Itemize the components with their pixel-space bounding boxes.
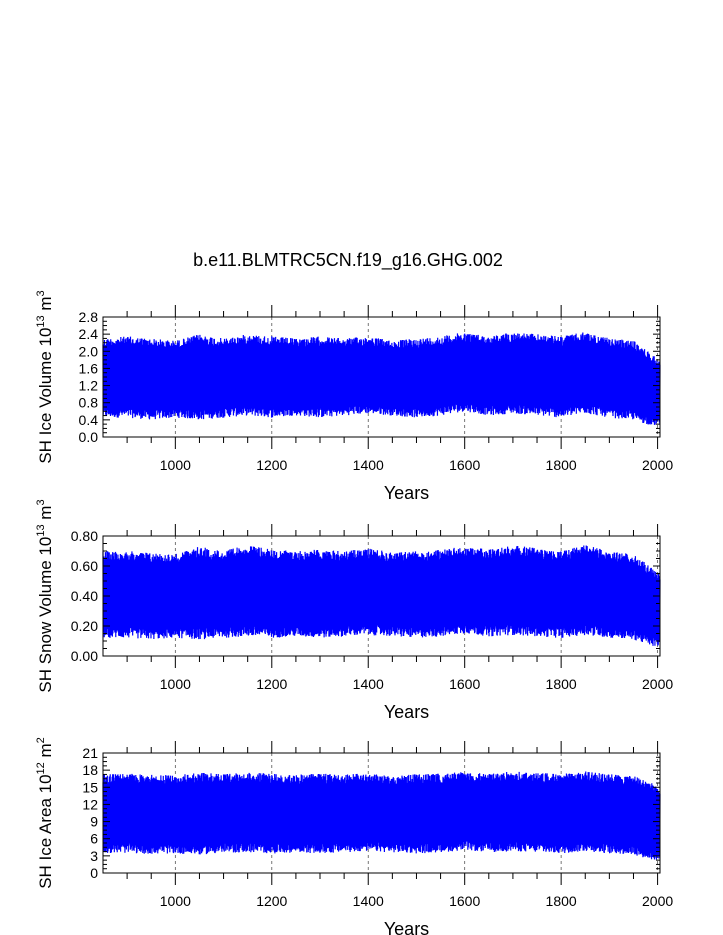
- y-axis-label-exponent: 13: [35, 315, 47, 327]
- x-axis-label: Years: [384, 702, 429, 722]
- x-tick-label: 1400: [353, 676, 384, 692]
- x-tick-label: 2000: [642, 457, 673, 473]
- x-tick-label: 1800: [546, 676, 577, 692]
- y-axis-label: SH Ice Area 1012 m2: [35, 737, 55, 889]
- y-axis-label-unit-exponent: 3: [35, 290, 47, 296]
- y-tick-label: 21: [82, 745, 98, 761]
- x-tick-label: 2000: [642, 676, 673, 692]
- y-tick-label: 0.20: [71, 618, 98, 634]
- chart-panel-2: 0.00 0.20 0.40 0.60 0.80 1000 1200 1400 1600 1800…: [35, 499, 673, 722]
- series-line: [102, 545, 661, 646]
- series-line: [102, 332, 661, 425]
- x-tick-label: 1400: [353, 893, 384, 909]
- y-tick-label: 1.2: [79, 378, 99, 394]
- x-tick-label: 1600: [449, 457, 480, 473]
- x-axis-label: Years: [384, 483, 429, 503]
- x-tick-label: 1800: [546, 893, 577, 909]
- x-axis-label: Years: [384, 919, 429, 935]
- y-tick-label: 9: [90, 814, 98, 830]
- y-axis-label-unit-exponent: 2: [35, 737, 47, 743]
- y-axis-label-exponent: 13: [35, 524, 47, 536]
- y-tick-label: 18: [82, 762, 98, 778]
- y-tick-label: 0.00: [71, 648, 98, 664]
- y-tick-label: 0.0: [79, 429, 99, 445]
- x-tick-label: 1200: [256, 457, 287, 473]
- y-tick-label: 0.80: [71, 528, 98, 544]
- y-axis-label-unit-exponent: 3: [35, 499, 47, 505]
- y-axis-label-exponent: 12: [35, 762, 47, 774]
- x-tick-label: 1400: [353, 457, 384, 473]
- y-axis-label: SH Ice Volume 1013 m3: [35, 290, 55, 463]
- y-tick-label: 0.40: [71, 588, 98, 604]
- y-axis-label-main: SH Ice Volume 10: [36, 328, 55, 464]
- y-tick-label: 2.0: [79, 343, 99, 359]
- x-tick-label: 1000: [160, 457, 191, 473]
- x-tick-label: 2000: [642, 893, 673, 909]
- y-axis-label-unit: m: [36, 506, 55, 525]
- x-tick-label: 1800: [546, 457, 577, 473]
- y-tick-label: 1.6: [79, 360, 99, 376]
- y-tick-label: 0: [90, 865, 98, 881]
- y-tick-label: 0.8: [79, 395, 99, 411]
- y-axis-label-main: SH Ice Area 10: [36, 774, 55, 888]
- y-axis-label-unit: m: [36, 743, 55, 762]
- figure-title: b.e11.BLMTRC5CN.f19_g16.GHG.002: [193, 250, 503, 271]
- y-tick-label: 12: [82, 796, 98, 812]
- x-tick-label: 1600: [449, 893, 480, 909]
- y-tick-label: 0.4: [79, 412, 99, 428]
- y-tick-label: 15: [82, 779, 98, 795]
- panels: 0.00.40.81.2 1.62.02.42.8 1000 1200 1400 1600…: [35, 290, 673, 935]
- y-tick-label: 0.60: [71, 558, 98, 574]
- series-line: [102, 771, 661, 860]
- y-axis-label-main: SH Snow Volume 10: [36, 537, 55, 693]
- x-tick-label: 1000: [160, 893, 191, 909]
- y-tick-label: 2.4: [79, 326, 99, 342]
- y-tick-label: 6: [90, 831, 98, 847]
- x-tick-label: 1200: [256, 893, 287, 909]
- y-tick-label: 2.8: [79, 309, 99, 325]
- chart-panel-1: 0.00.40.81.2 1.62.02.42.8 1000 1200 1400 1600…: [35, 290, 673, 503]
- y-axis-label: SH Snow Volume 1013 m3: [35, 499, 55, 692]
- x-tick-label: 1200: [256, 676, 287, 692]
- y-tick-label: 3: [90, 848, 98, 864]
- x-tick-label: 1600: [449, 676, 480, 692]
- x-tick-label: 1000: [160, 676, 191, 692]
- y-axis-label-unit: m: [36, 296, 55, 315]
